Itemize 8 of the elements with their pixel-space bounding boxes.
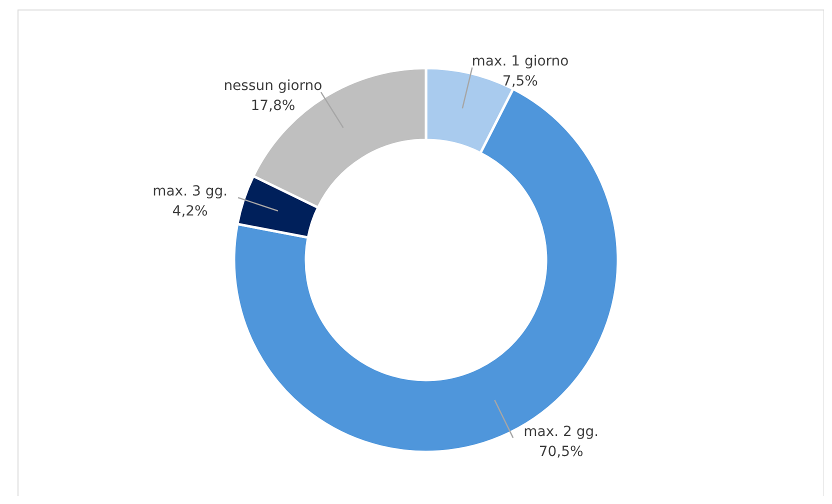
- data-label: 7,5%: [502, 73, 538, 90]
- slice-label: max. 1 giorno: [472, 53, 569, 70]
- data-label: 4,2%: [172, 204, 208, 220]
- data-label: 17,8%: [250, 98, 296, 114]
- slice-label: max. 3 gg.: [152, 184, 228, 200]
- data-label: 70,5%: [538, 444, 584, 460]
- slice-label: max. 2 gg.: [524, 424, 599, 440]
- slice-label: nessun giorno: [224, 78, 322, 94]
